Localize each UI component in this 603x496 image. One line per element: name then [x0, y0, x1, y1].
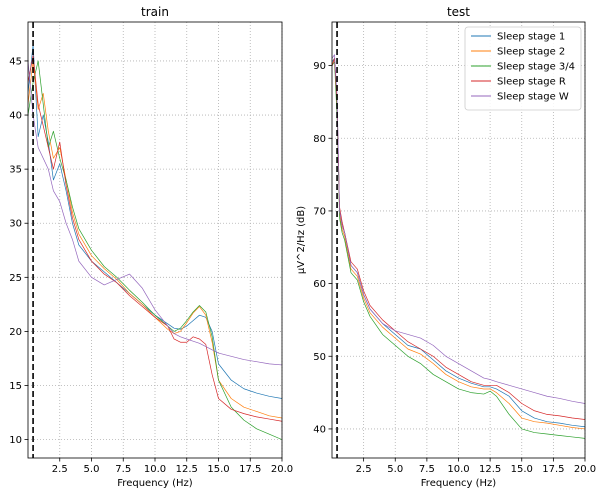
test-series-line-5: [332, 54, 585, 404]
train-series-line-5: [28, 60, 282, 366]
train-series-line-2: [28, 60, 282, 419]
train-x-tick-label: 5.0: [84, 464, 100, 475]
test-y-tick-label: 70: [313, 206, 326, 217]
train-x-axis-label: Frequency (Hz): [117, 478, 193, 489]
legend-entry: Sleep stage W: [497, 92, 569, 103]
legend-entry: Sleep stage R: [497, 77, 566, 88]
test-x-tick-label: 17.5: [542, 464, 564, 475]
test-x-tick-label: 12.5: [479, 464, 501, 475]
train-series-line-4: [28, 55, 282, 422]
train-series-line-1: [28, 44, 282, 399]
test-panel: 2.5 5.0 7.5 10.0 12.5 15.0 17.5 20.0 40 50 60 70 80 9…: [296, 5, 596, 489]
legend-entry: Sleep stage 3/4: [497, 62, 575, 73]
test-series-line-3: [332, 61, 585, 439]
train-x-tick-label: 7.5: [115, 464, 131, 475]
test-x-tick-label: 15.0: [511, 464, 533, 475]
train-y-tick-label: 10: [9, 435, 22, 446]
train-x-tick-label: 17.5: [239, 464, 261, 475]
test-x-tick-label: 5.0: [387, 464, 403, 475]
train-title: train: [141, 5, 169, 19]
train-y-tick-label: 40: [9, 111, 22, 122]
test-series-line-2: [332, 57, 585, 430]
train-panel: 2.5 5.0 7.5 10.0 12.5 15.0 17.5 20.0 10 15 20 25 30 3…: [9, 5, 293, 489]
train-y-tick-label: 20: [9, 327, 22, 338]
legend-entry: Sleep stage 2: [497, 47, 565, 58]
test-series-group: [332, 54, 585, 439]
legend-entry: Sleep stage 1: [497, 32, 565, 43]
train-series-line-3: [28, 60, 282, 440]
test-x-tick-label: 2.5: [356, 464, 372, 475]
test-y-tick-label: 40: [313, 424, 326, 435]
train-x-tick-label: 20.0: [271, 464, 293, 475]
train-y-tick-label: 45: [9, 56, 22, 67]
test-y-tick-label: 60: [313, 279, 326, 290]
train-x-tick-label: 12.5: [176, 464, 198, 475]
test-x-axis-label: Frequency (Hz): [421, 478, 497, 489]
train-axes-frame: [27, 21, 283, 459]
test-legend: Sleep stage 1 Sleep stage 2 Sleep stage 3/…: [464, 26, 582, 111]
test-y-tick-label: 50: [313, 352, 326, 363]
train-series-group: [28, 44, 282, 440]
test-series-line-4: [332, 57, 585, 420]
train-y-tick-label: 25: [9, 273, 22, 284]
test-series-line-1: [332, 57, 585, 428]
test-y-tick-label: 90: [313, 61, 326, 72]
test-x-tick-label: 7.5: [419, 464, 435, 475]
test-x-tick-label: 20.0: [574, 464, 596, 475]
test-title: test: [447, 5, 470, 19]
train-x-tick-label: 2.5: [52, 464, 68, 475]
legend-box: [464, 26, 582, 111]
train-x-tick-label: 15.0: [207, 464, 229, 475]
train-y-tick-label: 15: [9, 381, 22, 392]
train-y-tick-label: 35: [9, 165, 22, 176]
train-y-tick-label: 30: [9, 219, 22, 230]
test-y-axis-label: µV^2/Hz (dB): [296, 206, 307, 274]
test-x-tick-label: 10.0: [447, 464, 469, 475]
train-x-tick-label: 10.0: [144, 464, 166, 475]
test-y-tick-label: 80: [313, 134, 326, 145]
